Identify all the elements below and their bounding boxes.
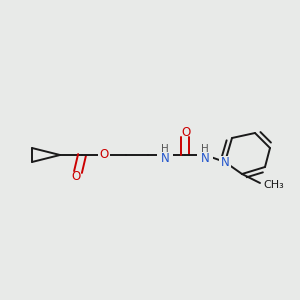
Text: N: N [160, 152, 169, 164]
Text: CH₃: CH₃ [263, 180, 284, 190]
Bar [98, 149, 110, 161]
Text: O: O [71, 170, 81, 184]
Text: O: O [182, 125, 190, 139]
Bar [219, 156, 231, 168]
Text: N: N [220, 155, 230, 169]
Text: H: H [201, 144, 209, 154]
Text: H: H [161, 144, 169, 154]
Text: N: N [201, 152, 209, 164]
Bar [157, 147, 173, 169]
Text: O: O [99, 148, 109, 161]
Bar [197, 147, 213, 169]
